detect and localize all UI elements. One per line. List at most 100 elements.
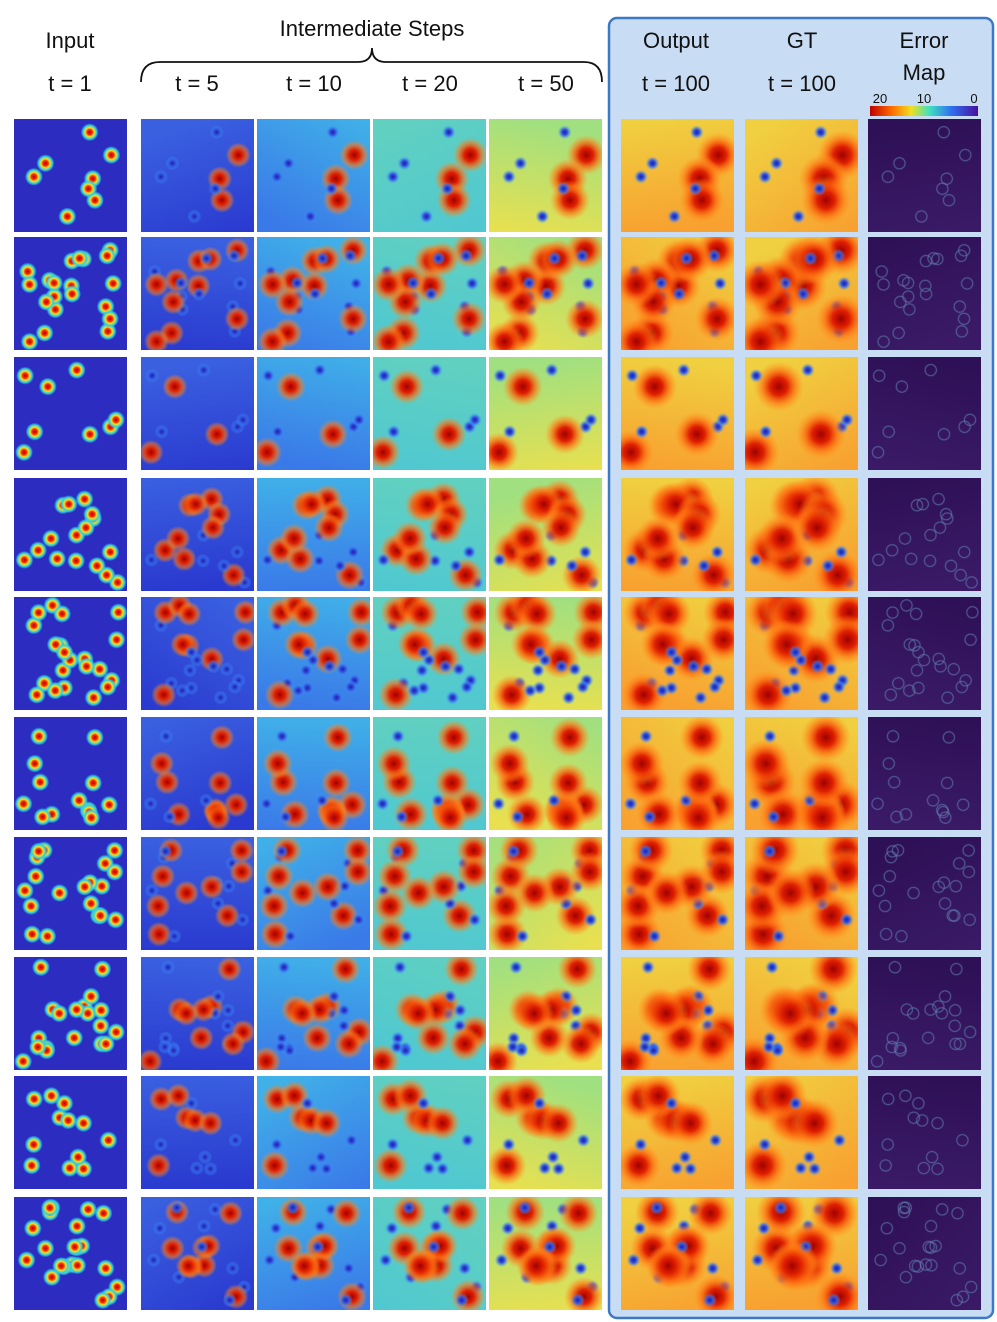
vortex bbox=[756, 1221, 771, 1236]
vortex bbox=[14, 1052, 33, 1070]
vortex bbox=[554, 659, 569, 674]
vortex bbox=[676, 363, 691, 378]
vortex bbox=[104, 274, 123, 293]
vortex bbox=[232, 599, 254, 625]
vortex bbox=[757, 169, 772, 184]
heatmap bbox=[489, 119, 602, 232]
vortex bbox=[59, 495, 78, 514]
vortex bbox=[936, 427, 951, 442]
vortex bbox=[209, 724, 235, 750]
vortex bbox=[427, 510, 463, 546]
vortex bbox=[820, 558, 835, 573]
vortex bbox=[505, 518, 546, 559]
heatmap bbox=[373, 1197, 486, 1310]
vortex bbox=[235, 912, 250, 927]
vortex bbox=[467, 912, 482, 927]
header: t = 1 bbox=[48, 71, 91, 96]
vortex bbox=[771, 929, 786, 944]
vortex bbox=[199, 874, 225, 900]
vortex bbox=[257, 437, 283, 468]
vortex bbox=[502, 424, 517, 439]
vortex bbox=[445, 690, 460, 705]
vortex bbox=[649, 1200, 664, 1215]
vortex bbox=[931, 492, 946, 507]
vortex bbox=[938, 896, 953, 911]
vortex bbox=[678, 1150, 693, 1165]
vortex bbox=[77, 657, 96, 676]
vortex bbox=[802, 1150, 817, 1165]
vortex bbox=[881, 424, 896, 439]
header: t = 10 bbox=[286, 71, 342, 96]
header: t = 100 bbox=[642, 71, 710, 96]
vortex bbox=[74, 1114, 93, 1133]
heatmap bbox=[14, 957, 127, 1070]
vortex bbox=[278, 809, 293, 824]
vortex bbox=[281, 156, 296, 171]
vortex bbox=[175, 1253, 201, 1279]
vortex bbox=[883, 687, 898, 702]
vortex bbox=[514, 993, 555, 1034]
vortex bbox=[290, 598, 321, 629]
vortex bbox=[351, 912, 366, 927]
vortex bbox=[491, 796, 506, 811]
vortex bbox=[55, 1094, 74, 1113]
vortex bbox=[262, 1253, 277, 1268]
colorbar-tick: 10 bbox=[917, 91, 931, 106]
vortex bbox=[532, 645, 547, 660]
vortex bbox=[270, 424, 285, 439]
vortex bbox=[822, 614, 858, 665]
vortex bbox=[548, 762, 589, 803]
vortex bbox=[158, 729, 173, 744]
vortex bbox=[459, 597, 486, 630]
vortex bbox=[349, 276, 364, 291]
brace bbox=[140, 47, 603, 83]
vortex bbox=[443, 957, 479, 987]
vortex bbox=[745, 669, 793, 710]
vortex bbox=[230, 545, 245, 560]
vortex bbox=[807, 1161, 822, 1176]
vortex bbox=[419, 209, 434, 224]
vortex bbox=[321, 767, 352, 798]
vortex bbox=[923, 1002, 938, 1017]
vortex bbox=[93, 1291, 112, 1310]
heatmap bbox=[621, 717, 734, 830]
vortex bbox=[314, 1150, 329, 1165]
vortex bbox=[67, 1000, 86, 1019]
vortex bbox=[924, 1219, 939, 1234]
vortex bbox=[373, 916, 409, 950]
vortex bbox=[583, 412, 598, 427]
heatmap bbox=[257, 237, 370, 350]
vortex bbox=[101, 543, 120, 562]
vortex bbox=[540, 286, 555, 301]
heatmap bbox=[745, 119, 858, 232]
vortex bbox=[558, 1197, 599, 1234]
vortex bbox=[424, 286, 439, 301]
vortex bbox=[961, 864, 976, 879]
vortex bbox=[669, 1161, 684, 1176]
vortex bbox=[750, 837, 800, 876]
vortex bbox=[779, 683, 794, 698]
vortex bbox=[344, 1133, 359, 1148]
vortex bbox=[583, 912, 598, 927]
vortex bbox=[898, 1270, 913, 1285]
vortex bbox=[84, 688, 103, 707]
vortex bbox=[312, 871, 343, 902]
vortex bbox=[397, 156, 412, 171]
vortex bbox=[59, 1111, 78, 1130]
vortex bbox=[799, 757, 850, 808]
vortex bbox=[259, 796, 274, 811]
vortex bbox=[144, 329, 170, 350]
vortex bbox=[331, 1198, 362, 1229]
vortex bbox=[189, 1161, 204, 1176]
heatmap bbox=[868, 597, 981, 710]
heatmap bbox=[257, 478, 370, 591]
vortex bbox=[638, 729, 653, 744]
vortex bbox=[33, 807, 52, 826]
vortex bbox=[305, 1161, 320, 1176]
heatmap bbox=[489, 237, 602, 350]
vortex bbox=[447, 1026, 483, 1062]
vortex bbox=[91, 906, 110, 925]
vortex bbox=[105, 862, 124, 881]
vortex bbox=[343, 248, 358, 263]
vortex bbox=[278, 523, 309, 554]
